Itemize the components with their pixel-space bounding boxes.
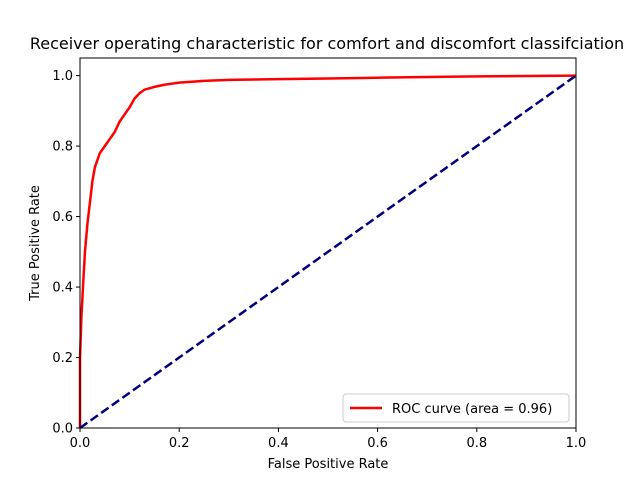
y-tick-label: 0.4 — [52, 281, 73, 296]
x-axis-ticks: 0.0 0.2 0.4 0.6 0.8 1.0 — [70, 428, 587, 451]
x-tick-label: 0.0 — [70, 436, 91, 451]
chart-title: Receiver operating characteristic for co… — [30, 34, 624, 53]
chance-diagonal-line — [79, 74, 577, 430]
y-tick-label: 0.6 — [52, 210, 73, 225]
legend-label-roc: ROC curve (area = 0.96) — [392, 402, 552, 417]
y-axis-ticks: 0.0 0.2 0.4 0.6 0.8 1.0 — [52, 69, 80, 437]
y-tick-label: 1.0 — [52, 69, 73, 84]
x-tick-label: 0.4 — [268, 436, 289, 451]
x-tick-label: 0.2 — [169, 436, 190, 451]
x-axis-label: False Positive Rate — [268, 457, 389, 472]
x-tick-label: 0.8 — [466, 436, 487, 451]
x-tick-label: 0.6 — [367, 436, 388, 451]
series-layer — [78, 74, 577, 430]
legend: ROC curve (area = 0.96) — [342, 393, 570, 423]
y-axis-label: True Positive Rate — [28, 185, 43, 302]
y-tick-label: 0.2 — [52, 351, 73, 366]
roc-curve-line — [78, 74, 577, 428]
x-tick-label: 1.0 — [566, 436, 587, 451]
y-tick-label: 0.0 — [52, 422, 73, 437]
legend-box — [342, 393, 570, 423]
plot-frame — [79, 57, 577, 429]
y-tick-label: 0.8 — [52, 140, 73, 155]
